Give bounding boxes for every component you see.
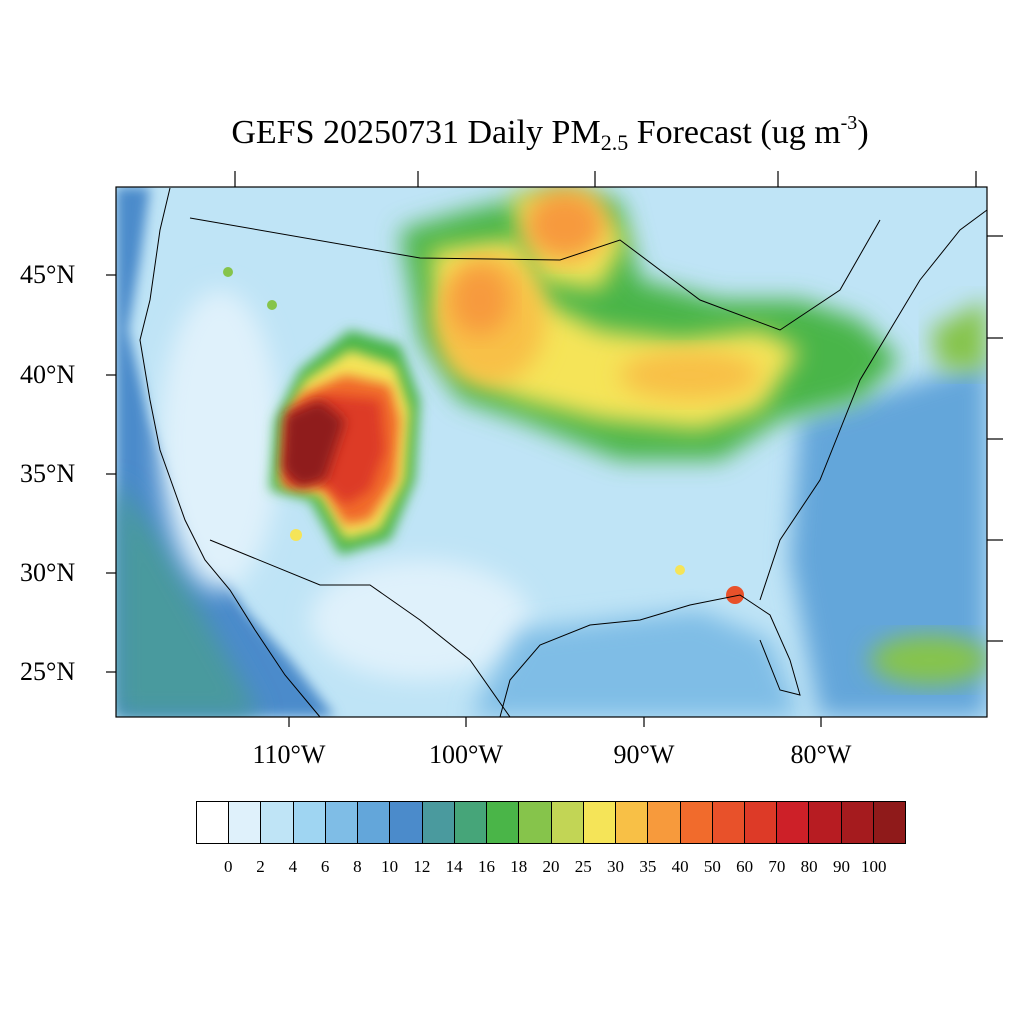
mexico-border — [209, 539, 511, 718]
colorbar-label: 0 — [224, 857, 233, 876]
colorbar-swatch — [487, 802, 520, 843]
boundaries — [139, 187, 988, 718]
colorbar-swatch — [841, 802, 874, 843]
colorbar-label: 12 — [413, 857, 431, 876]
colorbar-swatch — [583, 802, 617, 843]
smoke-dakota-orange2 — [450, 265, 510, 335]
colorbar-swatch — [519, 802, 552, 843]
colorbar-swatch — [422, 802, 455, 843]
east-coastline — [759, 209, 988, 601]
smoke-caribbean-green — [870, 635, 987, 685]
map-frame — [115, 186, 988, 718]
lon-label-90w: 90°W — [613, 740, 675, 769]
lat-label-30: 30°N — [20, 558, 76, 587]
smoke-midwest-orange — [620, 350, 760, 400]
pacific-far-region — [116, 480, 260, 717]
colorbar-label: 60 — [736, 857, 754, 876]
colorbar-swatch — [777, 802, 810, 843]
lon-label-100w: 100°W — [429, 740, 503, 769]
colorbar-label: 25 — [574, 857, 592, 876]
concentration-field — [116, 187, 987, 717]
colorbar-swatch — [744, 802, 778, 843]
colorbar-label: 70 — [768, 857, 786, 876]
smoke-atlantic-green — [930, 300, 987, 370]
colorbar-swatch — [229, 802, 262, 843]
colorbar-label: 50 — [703, 857, 721, 876]
colorbar — [196, 801, 906, 844]
colorbar-label: 40 — [671, 857, 689, 876]
colorbar-swatch — [261, 802, 294, 843]
title-superscript: -3 — [840, 112, 858, 134]
colorbar-label: 80 — [800, 857, 818, 876]
hotspot-idaho — [267, 300, 277, 310]
colorbar-swatch — [454, 802, 488, 843]
lat-label-40: 40°N — [20, 360, 76, 389]
hotspot-gulf — [726, 586, 744, 604]
map-title: GEFS 20250731 Daily PM2.5 Forecast (ug m… — [0, 112, 1024, 156]
lat-label-25: 25°N — [20, 657, 76, 686]
axis-ticks — [106, 171, 1003, 727]
colorbar-label: 10 — [381, 857, 399, 876]
colorbar-label: 4 — [288, 857, 298, 876]
colorbar-label: 100 — [860, 857, 887, 876]
title-middle: Forecast (ug m — [628, 114, 841, 151]
gulf-region — [470, 610, 800, 717]
lon-label-110w: 110°W — [252, 740, 326, 769]
colorbar-label: 2 — [256, 857, 265, 876]
hotspot-alabama — [675, 565, 685, 575]
colorbar-label: 6 — [320, 857, 330, 876]
colorbar-swatch — [712, 802, 745, 843]
lat-label-45: 45°N — [20, 260, 76, 289]
title-subscript: 2.5 — [600, 130, 629, 155]
colorbar-swatch — [551, 802, 584, 843]
west-coastline — [139, 187, 321, 718]
colorbar-swatch — [293, 802, 326, 843]
atlantic-region — [790, 360, 987, 717]
colorbar-swatch — [873, 802, 906, 843]
colorbar-label: 90 — [832, 857, 850, 876]
colorbar-swatch — [197, 802, 230, 843]
hotspot-arizona — [290, 529, 302, 541]
colorbar-swatch — [648, 802, 681, 843]
colorbar-swatch — [809, 802, 842, 843]
colorbar-label: 30 — [607, 857, 625, 876]
colorbar-label: 20 — [542, 857, 560, 876]
canada-border — [189, 217, 881, 331]
title-prefix: GEFS 20250731 Daily PM — [231, 114, 601, 151]
lat-label-35: 35°N — [20, 459, 76, 488]
gulf-coastline — [499, 594, 801, 718]
hotspot-washington — [223, 267, 233, 277]
colorbar-swatch — [616, 802, 649, 843]
colorbar-swatch — [390, 802, 423, 843]
colorbar-label: 14 — [445, 857, 463, 876]
colorbar-label: 8 — [353, 857, 362, 876]
colorbar-swatch — [358, 802, 391, 843]
colorbar-label: 16 — [477, 857, 495, 876]
lon-label-80w: 80°W — [790, 740, 852, 769]
colorbar-swatch — [680, 802, 713, 843]
fire-plume-darkred — [282, 400, 345, 488]
title-suffix: ) — [857, 114, 869, 151]
colorbar-label: 18 — [510, 857, 528, 876]
colorbar-swatch — [325, 802, 359, 843]
colorbar-label: 35 — [639, 857, 657, 876]
smoke-north-orange — [525, 190, 605, 260]
interior-light-region — [160, 290, 280, 590]
